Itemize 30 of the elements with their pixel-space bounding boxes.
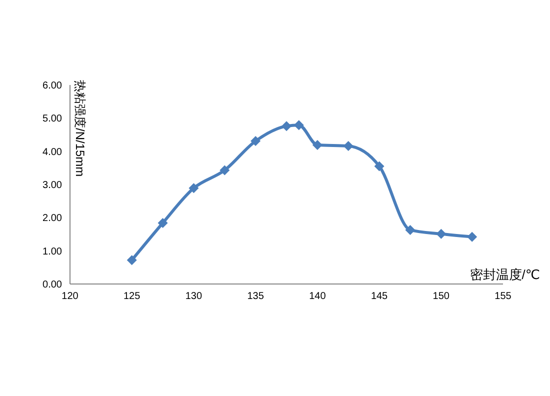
point [282, 121, 292, 132]
y-tick-label: 1.00 [42, 246, 62, 258]
y-tick-label: 5.00 [42, 114, 62, 125]
point [294, 120, 304, 130]
x-tick-label: 125 [124, 291, 141, 302]
point [220, 165, 230, 176]
point [467, 232, 478, 242]
point [405, 224, 416, 235]
point [312, 140, 322, 150]
x-axis-title: 密封温度/℃ [470, 267, 540, 282]
point [343, 141, 354, 152]
x-tick-label: 140 [309, 291, 326, 302]
y-tick-label: 4.00 [42, 146, 62, 158]
point [436, 228, 446, 239]
y-axis-title: 热粘强度/N/15mm [73, 80, 87, 177]
x-tick-label: 145 [370, 291, 388, 302]
y-tick-label: 0.00 [42, 280, 62, 291]
point [250, 136, 261, 146]
point [158, 218, 168, 228]
x-tick-label: 130 [185, 291, 202, 302]
point [188, 183, 199, 194]
point [126, 255, 137, 266]
y-tick-label: 6.00 [42, 80, 62, 92]
x-tick-label: 135 [247, 291, 264, 302]
x-tick-label: 150 [432, 291, 450, 302]
y-tick-label: 2.00 [42, 213, 62, 224]
point [374, 161, 384, 172]
x-tick-label: 120 [62, 291, 79, 302]
y-tick-label: 3.00 [42, 180, 62, 192]
x-tick-label: 155 [494, 291, 512, 302]
